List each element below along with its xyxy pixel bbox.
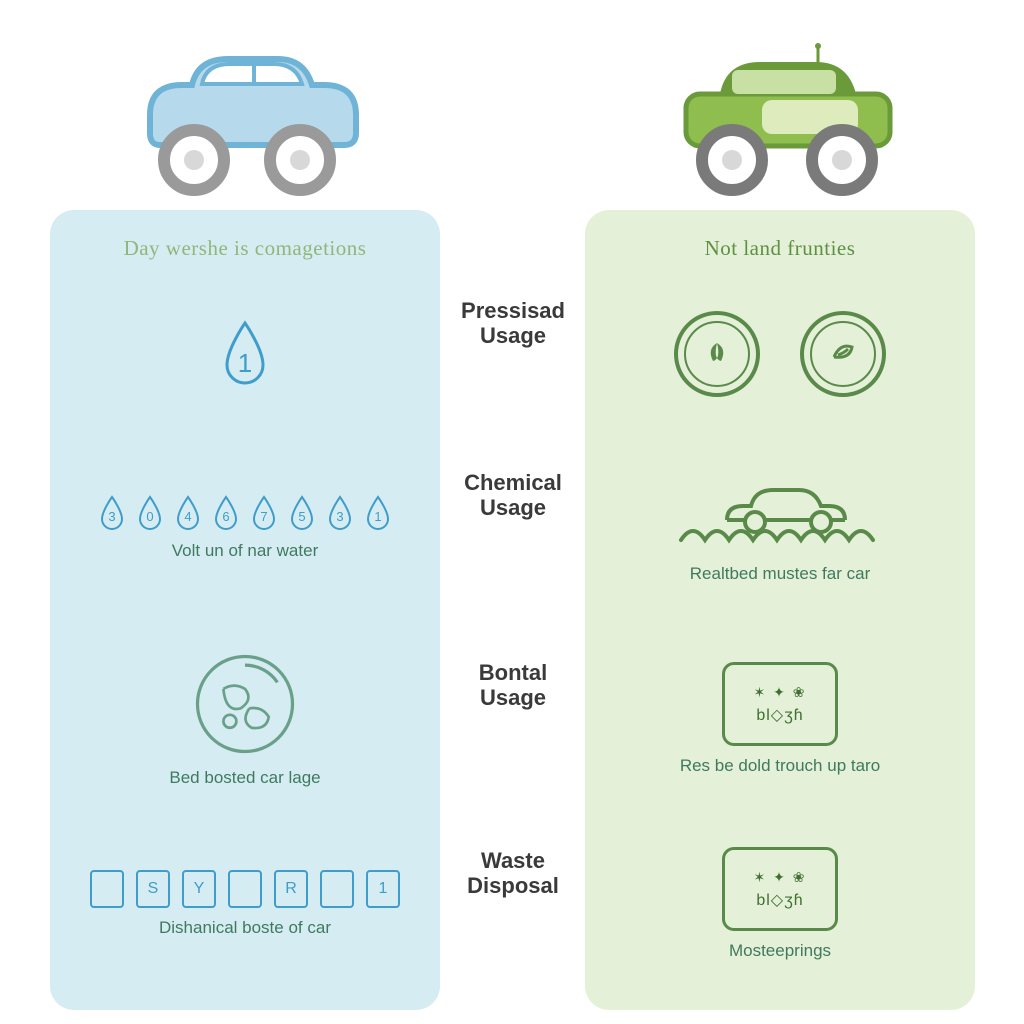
- caption: Realtbed mustes far car: [690, 564, 870, 584]
- right-row-waste: ✶ ✦ ❀ bl◇ʒɦ Mosteeprings: [607, 819, 953, 989]
- blue-car-icon: [110, 20, 370, 200]
- caption: Res be dold trouch up taro: [680, 756, 880, 776]
- row-label: ChemicalUsage: [438, 470, 588, 521]
- mini-drop-icon: 7: [250, 495, 278, 531]
- row-label: PressisadUsage: [438, 298, 588, 349]
- square-icon: [228, 870, 262, 908]
- mini-drop-icon: 0: [136, 495, 164, 531]
- stamp-icons: ✶ ✦ ❀: [754, 684, 807, 701]
- mini-drop-icon: 6: [212, 495, 240, 531]
- row-label: WasteDisposal: [438, 848, 588, 899]
- caption: Volt un of nar water: [172, 541, 318, 561]
- right-row-pressisad: [607, 279, 953, 429]
- right-row-chemical: Realtbed mustes far car: [607, 429, 953, 619]
- eco-badge-icon: [800, 311, 886, 397]
- square-icon: R: [274, 870, 308, 908]
- stamp-text: bl◇ʒɦ: [756, 705, 803, 725]
- mini-drop-icon: 3: [98, 495, 126, 531]
- eco-badge-icon: [674, 311, 760, 397]
- left-column-title: Day wershe is comagetions: [72, 236, 418, 261]
- stamp-text: bl◇ʒɦ: [756, 890, 803, 910]
- eco-circle-icon: [191, 650, 299, 758]
- square-icon: S: [136, 870, 170, 908]
- stamp-icon: ✶ ✦ ❀ bl◇ʒɦ: [722, 662, 838, 746]
- left-row-bontal: Bed bosted car lage: [72, 619, 418, 819]
- car-window: [732, 70, 836, 94]
- caption: Bed bosted car lage: [169, 768, 320, 788]
- left-row-waste: SY R 1 Dishanical boste of car: [72, 819, 418, 989]
- left-row-pressisad: 1: [72, 279, 418, 429]
- mini-drop-icon: 5: [288, 495, 316, 531]
- left-row-chemical: 30467531 Volt un of nar water: [72, 429, 418, 619]
- square-icon: [320, 870, 354, 908]
- square-row: SY R 1: [90, 870, 400, 908]
- mini-drop-icon: 4: [174, 495, 202, 531]
- drop-number: 1: [238, 348, 252, 379]
- mini-drop-icon: 3: [326, 495, 354, 531]
- right-column-title: Not land frunties: [607, 236, 953, 261]
- mini-drop-row: 30467531: [98, 495, 392, 531]
- square-icon: [90, 870, 124, 908]
- row-label: BontalUsage: [438, 660, 588, 711]
- infographic-canvas: { "type": "infographic", "layout": "two-…: [0, 0, 1024, 1024]
- stamp-icons: ✶ ✦ ❀: [754, 869, 807, 886]
- right-column: Not land frunties Realtbed mustes far ca…: [585, 210, 975, 1010]
- square-icon: 1: [366, 870, 400, 908]
- car-outline-icon: [675, 464, 885, 554]
- water-drop-icon: 1: [219, 328, 271, 380]
- mini-drop-icon: 1: [364, 495, 392, 531]
- left-column: Day wershe is comagetions 1 30467531 Vol…: [50, 210, 440, 1010]
- caption: Mosteeprings: [729, 941, 831, 961]
- caption: Dishanical boste of car: [159, 918, 331, 938]
- green-car-icon: [650, 20, 910, 200]
- stamp-icon: ✶ ✦ ❀ bl◇ʒɦ: [722, 847, 838, 931]
- right-row-bontal: ✶ ✦ ❀ bl◇ʒɦ Res be dold trouch up taro: [607, 619, 953, 819]
- square-icon: Y: [182, 870, 216, 908]
